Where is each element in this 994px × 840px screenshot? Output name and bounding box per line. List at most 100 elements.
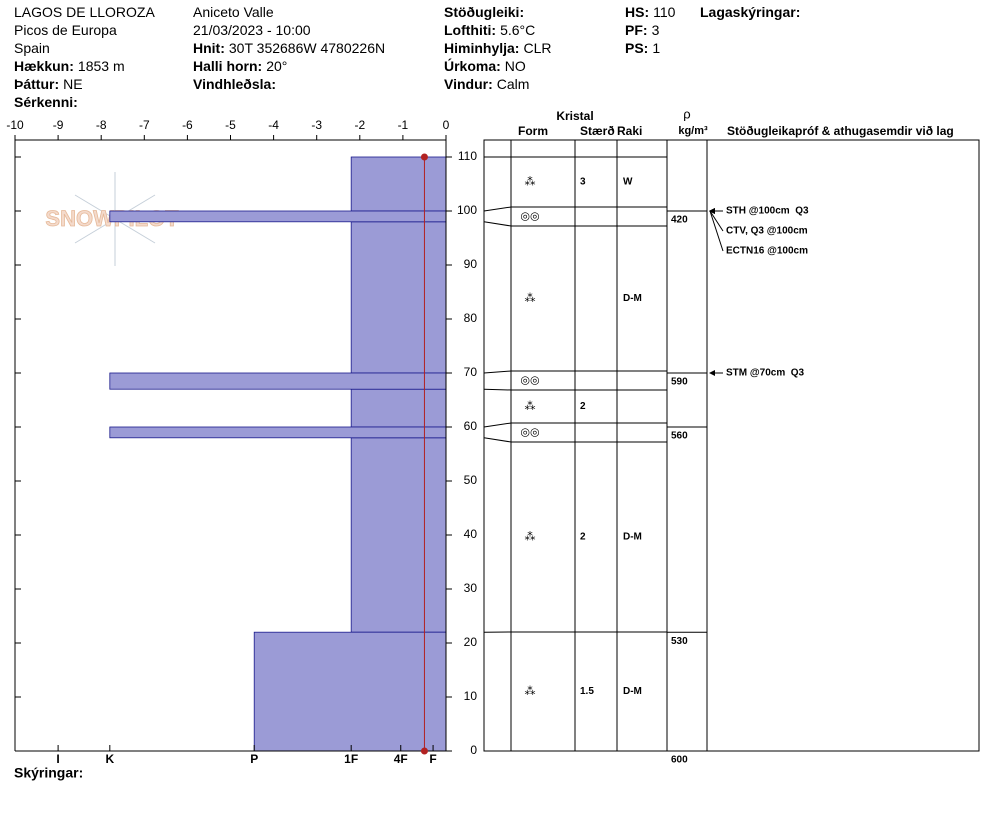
y-tick-label: 100 [457,203,477,217]
field-value: CLR [523,40,552,56]
header-field: PS: 1 [625,39,660,57]
field-value: 21/03/2023 - 10:00 [193,22,311,38]
field-value: Calm [496,76,530,92]
crystal-form: ⁂ [525,176,536,188]
field-value: NO [504,58,526,74]
field-label: Stöðugleiki: [444,4,525,20]
crystal-size: 1.5 [580,686,594,697]
table-header: Stærð [580,124,615,138]
field-value: LAGOS DE LLOROZA [14,4,155,20]
wetness: D-M [623,293,642,304]
field-value: 20° [266,58,288,74]
field-label: Hnit: [193,40,225,56]
layer-boundary [483,422,512,428]
field-value: Spain [14,40,50,56]
header-field: HS: 110 [625,3,675,21]
header-field: Spain [14,39,50,57]
crystal-form: ⁂ [525,292,536,304]
y-tick-label: 10 [464,689,478,703]
hardness-tick-label: 1F [344,752,358,766]
x-tick-label: -1 [398,118,409,132]
crystal-size: 3 [580,177,586,188]
field-value: 3 [651,22,660,38]
x-tick-label: -2 [354,118,365,132]
crystal-form: ⁂ [525,685,536,697]
crystal-form: ◎◎ [520,374,539,386]
field-label: Hækkun: [14,58,74,74]
field-label: Úrkoma: [444,58,501,74]
field-value: 1853 m [77,58,125,74]
wetness: D-M [623,686,642,697]
hardness-bar [350,388,447,428]
header-field: Lagaskýringar: [700,3,804,21]
hardness-bar [109,372,447,390]
crystal-form: ◎◎ [520,426,539,438]
layer-boundary [483,437,512,443]
test-text: STH @100cm Q3 [726,206,809,217]
hardness-tick-label: 4F [394,752,408,766]
arrow-head [709,370,715,376]
header-field: Hækkun: 1853 m [14,57,125,75]
field-value: Aniceto Valle [193,4,274,20]
field-label: Halli horn: [193,58,263,74]
density-value: 420 [671,215,688,226]
y-tick-label: 110 [458,149,477,163]
x-tick-label: -6 [182,118,193,132]
hardness-bar [253,631,447,752]
crystal-form: ⁂ [525,531,536,543]
hardness-tick-label: P [250,752,258,766]
x-tick-label: 0 [443,118,450,132]
field-label: Sérkenni: [14,94,78,110]
field-value: Picos de Europa [14,22,117,38]
table-header: Raki [617,124,642,138]
hardness-bar [350,156,447,212]
table-header: ρ [683,106,690,121]
field-value: NE [63,76,83,92]
test-arrow [709,210,724,252]
field-value: 110 [653,4,676,20]
header-field: Vindur: Calm [444,75,529,93]
density-value: 530 [671,636,688,647]
y-tick-label: 80 [464,311,478,325]
wetness: D-M [623,532,642,543]
header-field: PF: 3 [625,21,659,39]
table-header: Form [518,124,548,138]
test-text: STM @70cm Q3 [726,368,805,379]
header-field: Halli horn: 20° [193,57,287,75]
y-tick-label: 50 [464,473,478,487]
hardness-tick-label: I [56,752,59,766]
field-label: Vindur: [444,76,493,92]
header-field: Stöðugleiki: [444,3,528,21]
header-field: Aniceto Valle [193,3,274,21]
field-value: 30T 352686W 4780226N [228,40,386,56]
table-frame [483,139,980,752]
hardness-bar [350,437,447,633]
field-label: HS: [625,4,650,20]
layer-boundary [483,206,512,212]
header-field: LAGOS DE LLOROZA [14,3,155,21]
temperature-point [420,747,428,755]
arrow-head [709,208,715,214]
field-label: PS: [625,40,649,56]
footer-label: Skýringar: [14,765,83,781]
header-field: Hnit: 30T 352686W 4780226N [193,39,385,57]
hardness-bar [350,221,447,374]
y-tick-label: 30 [464,581,478,595]
table-header: kg/m³ [678,125,708,137]
header-field: Þáttur: NE [14,75,83,93]
field-label: Vindhleðsla: [193,76,276,92]
header-field: Picos de Europa [14,21,117,39]
layer-boundary [483,221,512,227]
hardness-bar [109,210,447,223]
test-arrow [709,210,724,232]
field-label: Lofthiti: [444,22,497,38]
header-field: Úrkoma: NO [444,57,526,75]
field-label: Himinhylja: [444,40,520,56]
field-label: PF: [625,22,648,38]
header-field: Himinhylja: CLR [444,39,551,57]
header-field: Vindhleðsla: [193,75,280,93]
density-value: 590 [671,377,688,388]
x-tick-label: -8 [96,118,107,132]
y-tick-label: 90 [464,257,478,271]
table-header: Stöðugleikapróf & athugasemdir við lag [727,124,954,138]
